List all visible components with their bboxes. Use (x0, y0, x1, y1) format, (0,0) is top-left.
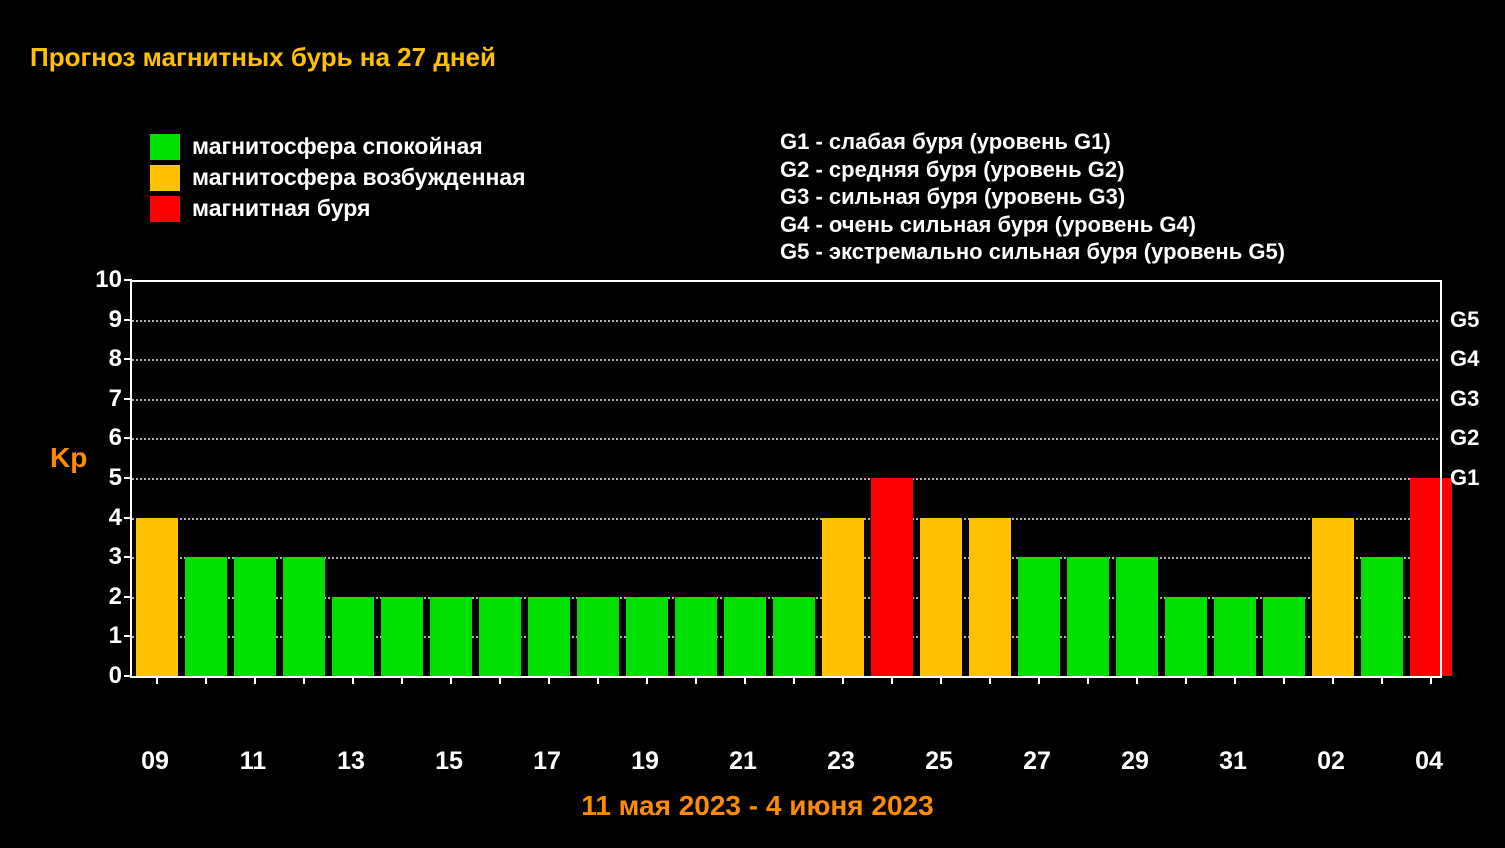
bar (1312, 518, 1354, 676)
x-tick-label: 17 (533, 747, 561, 776)
bar (1214, 597, 1256, 676)
grid-line (132, 478, 1442, 480)
g-tick-label: G2 (1450, 425, 1479, 451)
x-tick-label: 27 (1023, 747, 1051, 776)
legend-label: магнитосфера возбужденная (192, 164, 526, 191)
bar (822, 518, 864, 676)
g-tick-label: G4 (1450, 346, 1479, 372)
x-tick-label: 09 (141, 747, 169, 776)
g-level-line: G4 - очень сильная буря (уровень G4) (780, 211, 1285, 239)
x-axis-label: 11 мая 2023 - 4 июня 2023 (60, 790, 1455, 822)
y-tick-label: 0 (82, 662, 122, 690)
bar (724, 597, 766, 676)
x-tick-label: 25 (925, 747, 953, 776)
x-tick-label: 13 (337, 747, 365, 776)
g-level-line: G5 - экстремально сильная буря (уровень … (780, 238, 1285, 266)
x-tick-label: 31 (1219, 747, 1247, 776)
bar (479, 597, 521, 676)
g-tick-label: G1 (1450, 465, 1479, 491)
bar (1410, 478, 1452, 676)
y-tick-label: 8 (82, 345, 122, 373)
y-tick-label: 4 (82, 504, 122, 532)
bar (185, 557, 227, 676)
bar (381, 597, 423, 676)
grid-line (132, 320, 1442, 322)
x-tick-label: 29 (1121, 747, 1149, 776)
y-tick-label: 2 (82, 583, 122, 611)
legend-swatch (150, 196, 180, 222)
x-tick-label: 15 (435, 747, 463, 776)
page-title: Прогноз магнитных бурь на 27 дней (30, 42, 496, 73)
bar (871, 478, 913, 676)
y-tick-label: 10 (82, 266, 122, 294)
x-tick-label: 19 (631, 747, 659, 776)
bar (234, 557, 276, 676)
page-root: Прогноз магнитных бурь на 27 дней магнит… (0, 0, 1505, 848)
g-level-line: G2 - средняя буря (уровень G2) (780, 156, 1285, 184)
g-level-notes: G1 - слабая буря (уровень G1)G2 - средня… (780, 128, 1285, 266)
x-tick-label: 21 (729, 747, 757, 776)
bar (577, 597, 619, 676)
y-tick-label: 3 (82, 543, 122, 571)
legend: магнитосфера спокойная магнитосфера возбу… (150, 133, 526, 226)
grid-line (132, 557, 1442, 559)
x-tick-label: 11 (240, 747, 266, 776)
legend-item: магнитосфера возбужденная (150, 164, 526, 191)
x-tick-label: 04 (1415, 747, 1443, 776)
bar (283, 557, 325, 676)
plot-area (130, 280, 1442, 678)
x-tick-label: 23 (827, 747, 855, 776)
bar (430, 597, 472, 676)
legend-item: магнитосфера спокойная (150, 133, 526, 160)
bar (1018, 557, 1060, 676)
bar (675, 597, 717, 676)
bar (1263, 597, 1305, 676)
g-tick-label: G3 (1450, 386, 1479, 412)
legend-label: магнитная буря (192, 195, 370, 222)
y-tick-label: 1 (82, 622, 122, 650)
y-tick-label: 7 (82, 385, 122, 413)
legend-item: магнитная буря (150, 195, 526, 222)
legend-swatch (150, 134, 180, 160)
bar (773, 597, 815, 676)
y-tick-label: 5 (82, 464, 122, 492)
bar (1116, 557, 1158, 676)
grid-line (132, 438, 1442, 440)
bar (1361, 557, 1403, 676)
bar (332, 597, 374, 676)
y-tick-label: 9 (82, 306, 122, 334)
bar (136, 518, 178, 676)
bar (920, 518, 962, 676)
kp-chart: Kp 11 мая 2023 - 4 июня 2023 01234567891… (60, 280, 1455, 738)
bar (1067, 557, 1109, 676)
legend-swatch (150, 165, 180, 191)
y-tick-label: 6 (82, 424, 122, 452)
g-level-line: G1 - слабая буря (уровень G1) (780, 128, 1285, 156)
bar (528, 597, 570, 676)
legend-label: магнитосфера спокойная (192, 133, 483, 160)
g-tick-label: G5 (1450, 307, 1479, 333)
bar (626, 597, 668, 676)
g-level-line: G3 - сильная буря (уровень G3) (780, 183, 1285, 211)
bar (1165, 597, 1207, 676)
x-tick-label: 02 (1317, 747, 1345, 776)
grid-line (132, 399, 1442, 401)
grid-line (132, 518, 1442, 520)
bar (969, 518, 1011, 676)
grid-line (132, 359, 1442, 361)
grid-line (132, 280, 1442, 282)
